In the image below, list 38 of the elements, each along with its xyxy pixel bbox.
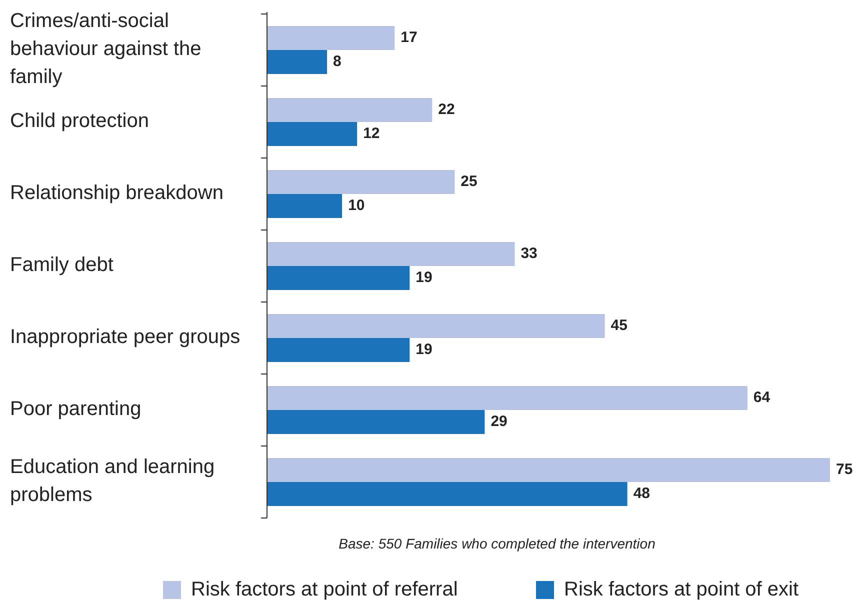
data-label: 29 <box>490 412 508 430</box>
bar <box>267 266 410 290</box>
data-label: 17 <box>400 28 418 46</box>
bar <box>267 50 328 74</box>
data-label: 45 <box>610 316 628 334</box>
data-label: 22 <box>438 100 455 118</box>
data-label: 19 <box>416 340 432 358</box>
bar <box>267 458 830 482</box>
data-label: 8 <box>333 52 342 70</box>
y-tick-label: Relationship breakdown <box>10 182 224 204</box>
bar <box>267 386 748 410</box>
y-tick-label: Poor parenting <box>10 398 142 420</box>
bar <box>267 482 628 506</box>
bar <box>267 410 485 434</box>
y-tick-label: Crimes/anti-social behaviour against the family <box>10 10 202 88</box>
y-tick-label: Inappropriate peer groups <box>10 326 240 348</box>
data-label: 33 <box>520 244 538 262</box>
bar <box>267 242 515 266</box>
y-tick-label: Family debt <box>10 254 114 276</box>
data-label: 48 <box>633 484 650 502</box>
data-label: 75 <box>836 460 853 478</box>
bar <box>267 122 358 146</box>
legend-label: Risk factors at point of exit <box>564 578 799 600</box>
data-label: 25 <box>460 172 478 190</box>
y-tick-label: Child protection <box>10 110 149 132</box>
bar <box>267 194 342 218</box>
data-label: 12 <box>363 124 380 142</box>
bar <box>267 314 605 338</box>
legend-label: Risk factors at point of referral <box>191 578 458 600</box>
bar <box>267 98 432 122</box>
data-label: 10 <box>348 196 365 214</box>
bar <box>267 26 395 50</box>
data-label: 64 <box>753 388 771 406</box>
bar <box>267 338 410 362</box>
y-tick-label: Education and learning problems <box>10 456 215 506</box>
text: Base: 550 Families who completed the intervention <box>338 536 656 552</box>
data-label: 19 <box>416 268 432 286</box>
bar <box>267 170 455 194</box>
